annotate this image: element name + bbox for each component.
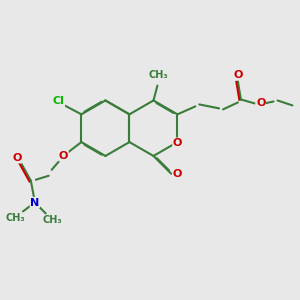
Text: CH₃: CH₃ <box>148 70 168 80</box>
Text: CH₃: CH₃ <box>5 213 25 224</box>
Text: O: O <box>256 98 266 108</box>
Text: CH₃: CH₃ <box>43 215 62 225</box>
Text: Cl: Cl <box>53 97 64 106</box>
Text: N: N <box>30 197 40 208</box>
Text: O: O <box>12 153 22 163</box>
Text: O: O <box>59 151 68 161</box>
Text: O: O <box>233 70 243 80</box>
Text: O: O <box>172 169 182 179</box>
Text: O: O <box>173 138 182 148</box>
